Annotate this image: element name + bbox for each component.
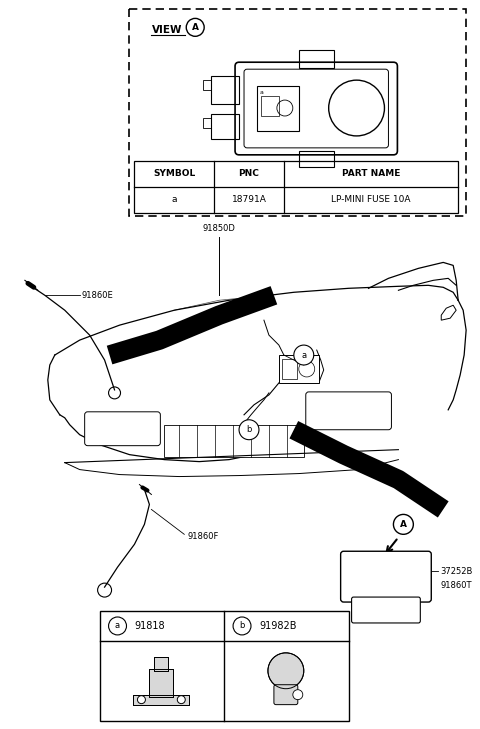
Bar (257, 86, 299, 131)
Polygon shape (441, 305, 456, 320)
Bar (211, 114, 239, 139)
Bar (133, 695, 189, 705)
Bar (299, 151, 334, 167)
Circle shape (108, 617, 127, 635)
Text: a: a (115, 621, 120, 631)
FancyBboxPatch shape (341, 551, 431, 602)
Text: 91818: 91818 (134, 621, 165, 631)
Bar (282, 359, 297, 379)
FancyBboxPatch shape (306, 392, 391, 429)
Circle shape (186, 18, 204, 36)
Bar (134, 161, 458, 213)
Bar (203, 118, 211, 128)
Circle shape (294, 345, 314, 365)
Circle shape (239, 420, 259, 440)
Text: SYMBOL: SYMBOL (153, 169, 195, 179)
Bar (149, 668, 173, 697)
Circle shape (137, 695, 145, 703)
FancyBboxPatch shape (235, 62, 397, 155)
Text: PART NAME: PART NAME (342, 169, 400, 179)
Text: a: a (301, 351, 306, 359)
Text: A: A (192, 23, 199, 32)
FancyBboxPatch shape (244, 69, 388, 148)
Text: 91850D: 91850D (203, 224, 236, 233)
Text: 91860F: 91860F (187, 532, 218, 541)
FancyBboxPatch shape (164, 425, 304, 456)
Bar (348, 559, 383, 592)
Bar (133, 695, 189, 705)
Circle shape (394, 515, 413, 534)
Circle shape (268, 653, 304, 689)
FancyBboxPatch shape (274, 685, 298, 705)
Bar (155, 657, 168, 671)
Bar (387, 561, 420, 589)
Bar (130, 9, 466, 216)
Bar (354, 566, 368, 584)
Text: 91982B: 91982B (259, 621, 297, 631)
Bar (299, 50, 334, 69)
Text: b: b (240, 621, 245, 631)
Bar (100, 611, 348, 720)
Bar (155, 657, 168, 671)
Text: 91860T: 91860T (440, 580, 472, 590)
Text: PNC: PNC (239, 169, 260, 179)
Bar (203, 80, 211, 90)
Text: a: a (260, 90, 264, 95)
Bar (279, 355, 319, 383)
Text: b: b (246, 425, 252, 434)
Circle shape (177, 695, 185, 703)
Text: 18791A: 18791A (231, 195, 266, 204)
Text: VIEW: VIEW (152, 26, 183, 36)
Text: 37252B: 37252B (440, 566, 473, 576)
Bar (211, 76, 239, 104)
Text: 91860E: 91860E (82, 291, 113, 300)
FancyBboxPatch shape (351, 597, 420, 623)
Text: LP-MINI FUSE 10A: LP-MINI FUSE 10A (331, 195, 411, 204)
Circle shape (233, 617, 251, 635)
Bar (261, 96, 279, 116)
FancyBboxPatch shape (84, 412, 160, 445)
Text: a: a (171, 195, 177, 204)
Circle shape (293, 690, 303, 700)
Bar (149, 668, 173, 697)
Text: A: A (400, 520, 407, 529)
